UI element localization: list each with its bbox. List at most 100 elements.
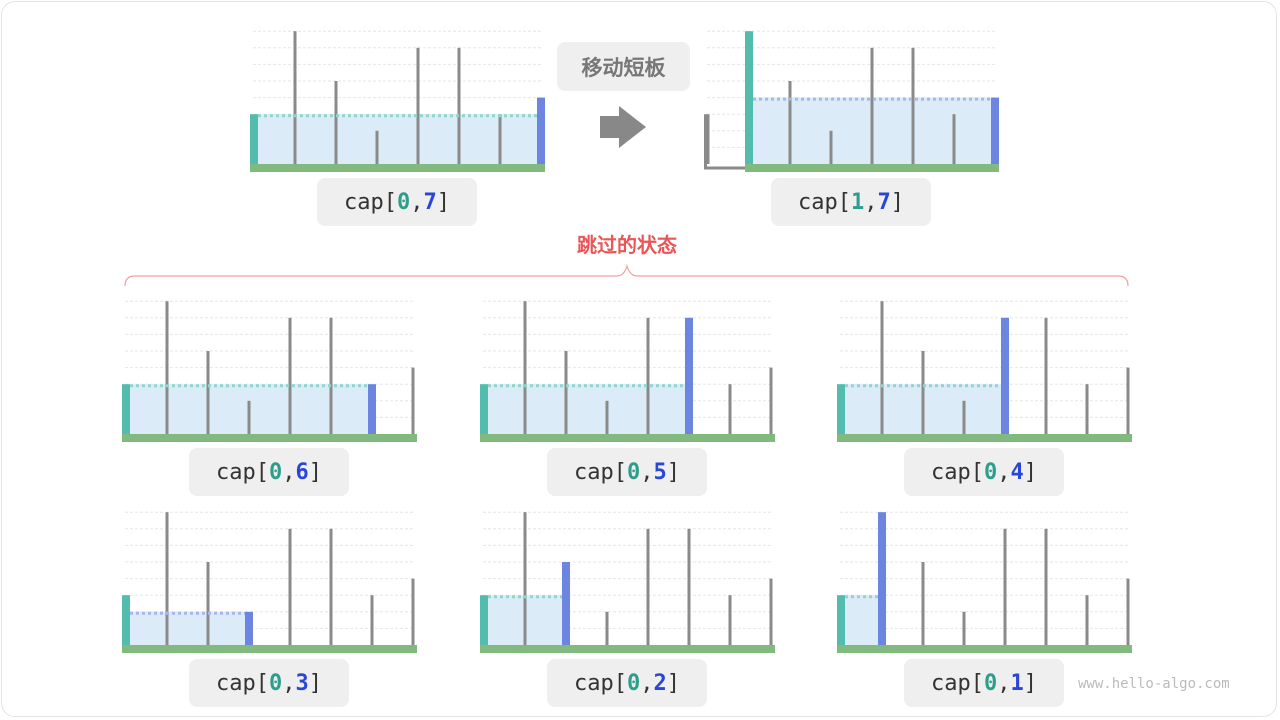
capacity-label: cap[0, 4] xyxy=(904,448,1064,496)
right-pointer-bar xyxy=(991,97,999,164)
wall-bar xyxy=(646,317,650,434)
wall-bar xyxy=(457,47,461,164)
label-suffix: ] xyxy=(308,670,322,696)
move-short-board-label: 移动短板 xyxy=(557,42,690,91)
excluded-ground xyxy=(704,114,749,170)
left-pointer-bar xyxy=(122,595,130,645)
right-index: 7 xyxy=(423,189,437,215)
right-pointer-bar xyxy=(368,384,376,434)
wall-bar xyxy=(921,351,925,434)
wall-bar xyxy=(165,512,169,645)
right-index: 6 xyxy=(295,459,309,485)
ground xyxy=(745,164,999,172)
wall-bar xyxy=(329,317,333,434)
wall-bar xyxy=(952,114,956,164)
label-prefix: cap[ xyxy=(216,670,269,696)
ground xyxy=(122,434,417,442)
ground xyxy=(122,645,417,653)
capacity-label: cap[0, 2] xyxy=(547,659,707,707)
water-area xyxy=(488,384,685,434)
right-index: 4 xyxy=(1010,459,1024,485)
label-separator: , xyxy=(282,670,296,696)
wall-bar xyxy=(165,301,169,434)
wall-bar xyxy=(1085,384,1089,434)
right-arrow-icon xyxy=(600,106,646,148)
label-separator: , xyxy=(640,459,654,485)
wall-bar xyxy=(880,301,884,434)
right-pointer-bar xyxy=(562,562,570,645)
label-suffix: ] xyxy=(1023,670,1037,696)
label-prefix: cap[ xyxy=(574,670,627,696)
wall-bar xyxy=(728,595,732,645)
wall-bar xyxy=(370,595,374,645)
wall-bar xyxy=(288,317,292,434)
watermark: www.hello-algo.com xyxy=(1078,676,1230,692)
left-index: 0 xyxy=(626,459,641,485)
label-suffix: ] xyxy=(666,670,680,696)
container-panel xyxy=(837,300,1132,442)
wall-bar xyxy=(1003,528,1007,645)
wall-bar xyxy=(416,47,420,164)
ground xyxy=(837,434,1132,442)
wall-bar xyxy=(921,562,925,645)
right-pointer-bar xyxy=(1001,317,1009,434)
left-pointer-bar xyxy=(480,595,488,645)
capacity-label: cap[0, 1] xyxy=(904,659,1064,707)
wall-bar xyxy=(829,130,833,164)
skipped-states-title: 跳过的状态 xyxy=(577,233,677,257)
label-separator: , xyxy=(410,189,424,215)
label-separator: , xyxy=(997,459,1011,485)
label-prefix: cap[ xyxy=(931,459,984,485)
wall-bar xyxy=(646,528,650,645)
wall-bar xyxy=(206,351,210,434)
water-area xyxy=(845,595,878,645)
wall-bar xyxy=(334,81,338,164)
wall-bar xyxy=(962,611,966,645)
wall-bar xyxy=(411,367,415,434)
left-index: 0 xyxy=(396,189,411,215)
container-panel xyxy=(122,511,417,653)
wall-bar xyxy=(962,400,966,434)
capacity-label: cap[0, 6] xyxy=(189,448,349,496)
container-panel xyxy=(480,300,775,442)
ground xyxy=(250,164,545,172)
label-prefix: cap[ xyxy=(216,459,269,485)
right-pointer-bar xyxy=(537,97,545,164)
label-separator: , xyxy=(640,670,654,696)
wall-bar xyxy=(788,81,792,164)
brace xyxy=(124,263,1129,287)
wall-bar xyxy=(498,114,502,164)
ground xyxy=(480,645,775,653)
container-panel xyxy=(122,300,417,442)
water-area xyxy=(258,114,537,164)
ground xyxy=(837,645,1132,653)
left-pointer-bar xyxy=(837,384,845,434)
right-index: 7 xyxy=(877,189,891,215)
wall-bar xyxy=(870,47,874,164)
label-suffix: ] xyxy=(1023,459,1037,485)
container-panel xyxy=(480,511,775,653)
wall-bar xyxy=(769,367,773,434)
container-panel xyxy=(837,511,1132,653)
ground xyxy=(480,434,775,442)
wall-bar xyxy=(564,351,568,434)
label-suffix: ] xyxy=(308,459,322,485)
label-suffix: ] xyxy=(436,189,450,215)
wall-bar xyxy=(706,114,710,164)
label-prefix: cap[ xyxy=(574,459,627,485)
capacity-label: cap[0, 7] xyxy=(317,178,477,226)
wall-bar xyxy=(247,400,251,434)
label-prefix: cap[ xyxy=(931,670,984,696)
wall-bar xyxy=(523,512,527,645)
wall-bar xyxy=(605,400,609,434)
left-pointer-bar xyxy=(122,384,130,434)
right-pointer-bar xyxy=(245,611,253,645)
wall-bar xyxy=(523,301,527,434)
wall-bar xyxy=(293,31,297,165)
capacity-label: cap[0, 5] xyxy=(547,448,707,496)
wall-bar xyxy=(911,47,915,164)
right-index: 2 xyxy=(653,670,667,696)
